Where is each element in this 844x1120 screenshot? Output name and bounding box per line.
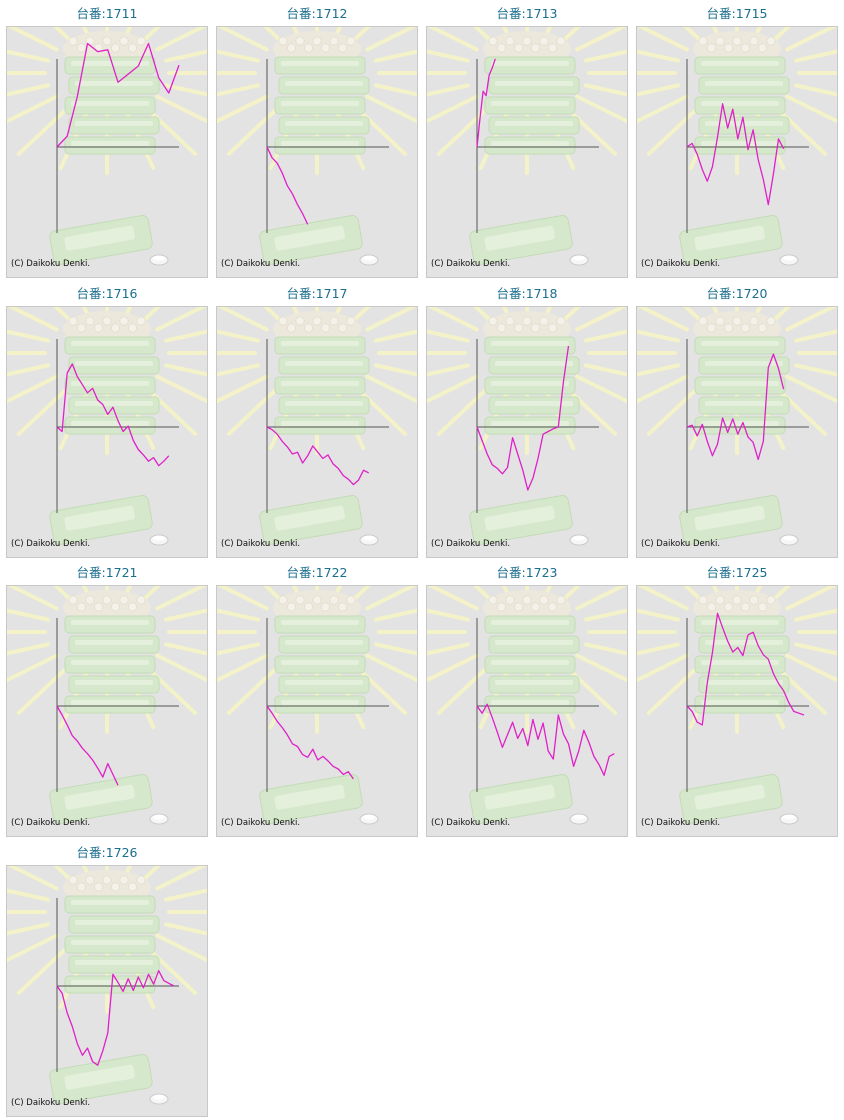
copyright-text: (C) Daikoku Denki. xyxy=(11,539,91,549)
background-illustration xyxy=(217,27,417,266)
machine-card: 台番:1721 (C) Daikoku Denki. xyxy=(2,563,212,837)
machine-number-label[interactable]: 台番:1723 xyxy=(496,565,558,580)
machine-card: 台番:1713 (C) Daikoku Denki. xyxy=(422,4,632,278)
background-illustration xyxy=(217,586,417,825)
machine-card: 台番:1725 (C) Daikoku Denki. xyxy=(632,563,842,837)
machine-number-label[interactable]: 台番:1717 xyxy=(286,286,348,301)
copyright-text: (C) Daikoku Denki. xyxy=(431,259,511,269)
copyright-text: (C) Daikoku Denki. xyxy=(641,818,721,828)
machine-card: 台番:1720 (C) Daikoku Denki. xyxy=(632,284,842,558)
payout-series-line xyxy=(266,705,354,780)
copyright-text: (C) Daikoku Denki. xyxy=(641,259,721,269)
payout-series-line xyxy=(686,103,785,206)
graph-panel: (C) Daikoku Denki. xyxy=(6,306,208,558)
graph-panel: (C) Daikoku Denki. xyxy=(216,26,418,278)
graph-panel: (C) Daikoku Denki. xyxy=(6,26,208,278)
slump-graph xyxy=(637,27,837,266)
machine-number-label[interactable]: 台番:1725 xyxy=(706,565,768,580)
copyright-text: (C) Daikoku Denki. xyxy=(431,818,511,828)
slump-graph xyxy=(427,586,627,825)
background-illustration xyxy=(7,307,207,546)
payout-series-line xyxy=(56,970,175,1066)
machine-number-label[interactable]: 台番:1711 xyxy=(76,6,138,21)
payout-series-line xyxy=(56,42,180,148)
machine-number-label[interactable]: 台番:1712 xyxy=(286,6,348,21)
copyright-text: (C) Daikoku Denki. xyxy=(221,818,301,828)
payout-series-line xyxy=(266,426,370,486)
background-illustration xyxy=(637,586,837,825)
background-illustration xyxy=(7,586,207,825)
machine-card: 台番:1726 (C) Daikoku Denki. xyxy=(2,843,212,1117)
copyright-text: (C) Daikoku Denki. xyxy=(641,539,721,549)
machine-number-label[interactable]: 台番:1720 xyxy=(706,286,768,301)
slump-graph xyxy=(637,586,837,825)
machine-card: 台番:1717 (C) Daikoku Denki. xyxy=(212,284,422,558)
machine-number-label[interactable]: 台番:1716 xyxy=(76,286,138,301)
payout-series-line xyxy=(476,703,615,776)
payout-series-line xyxy=(56,363,170,467)
copyright-text: (C) Daikoku Denki. xyxy=(221,259,301,269)
background-illustration xyxy=(7,27,207,266)
graph-panel: (C) Daikoku Denki. xyxy=(216,306,418,558)
machine-card: 台番:1723 (C) Daikoku Denki. xyxy=(422,563,632,837)
slump-graph xyxy=(7,586,207,825)
machine-card: 台番:1712 (C) Daikoku Denki. xyxy=(212,4,422,278)
copyright-text: (C) Daikoku Denki. xyxy=(221,539,301,549)
machine-card: 台番:1722 (C) Daikoku Denki. xyxy=(212,563,422,837)
machine-card: 台番:1718 (C) Daikoku Denki. xyxy=(422,284,632,558)
slump-graph xyxy=(217,586,417,825)
slump-graph xyxy=(427,307,627,546)
graph-panel: (C) Daikoku Denki. xyxy=(6,585,208,837)
background-illustration xyxy=(427,27,627,266)
background-illustration xyxy=(427,586,627,825)
payout-series-line xyxy=(686,353,785,461)
background-illustration xyxy=(637,27,837,266)
copyright-text: (C) Daikoku Denki. xyxy=(11,1098,91,1108)
machine-number-label[interactable]: 台番:1718 xyxy=(496,286,558,301)
payout-series-line xyxy=(266,146,309,225)
slump-graph xyxy=(7,866,207,1105)
machine-number-label[interactable]: 台番:1721 xyxy=(76,565,138,580)
payout-series-line xyxy=(476,58,496,148)
graph-panel: (C) Daikoku Denki. xyxy=(636,585,838,837)
machine-number-label[interactable]: 台番:1713 xyxy=(496,6,558,21)
graph-panel: (C) Daikoku Denki. xyxy=(216,585,418,837)
graph-panel: (C) Daikoku Denki. xyxy=(636,306,838,558)
payout-series-line xyxy=(56,705,119,786)
copyright-text: (C) Daikoku Denki. xyxy=(11,259,91,269)
graph-panel: (C) Daikoku Denki. xyxy=(6,865,208,1117)
machine-number-label[interactable]: 台番:1722 xyxy=(286,565,348,580)
background-illustration xyxy=(217,307,417,546)
background-illustration xyxy=(7,866,207,1105)
slump-graph xyxy=(217,307,417,546)
slump-graph xyxy=(7,307,207,546)
machine-number-label[interactable]: 台番:1715 xyxy=(706,6,768,21)
graph-panel: (C) Daikoku Denki. xyxy=(426,26,628,278)
machine-card: 台番:1711 (C) Daikoku Denki. xyxy=(2,4,212,278)
background-illustration xyxy=(427,307,627,546)
machine-number-label[interactable]: 台番:1726 xyxy=(76,845,138,860)
copyright-text: (C) Daikoku Denki. xyxy=(431,539,511,549)
machine-card: 台番:1716 (C) Daikoku Denki. xyxy=(2,284,212,558)
payout-series-line xyxy=(476,345,570,491)
slump-graph xyxy=(427,27,627,266)
graph-panel: (C) Daikoku Denki. xyxy=(426,585,628,837)
slump-graph xyxy=(7,27,207,266)
machine-card: 台番:1715 (C) Daikoku Denki. xyxy=(632,4,842,278)
payout-series-line xyxy=(686,612,805,726)
copyright-text: (C) Daikoku Denki. xyxy=(11,818,91,828)
slump-graph xyxy=(217,27,417,266)
graph-panel: (C) Daikoku Denki. xyxy=(426,306,628,558)
graph-panel: (C) Daikoku Denki. xyxy=(636,26,838,278)
slump-graph xyxy=(637,307,837,546)
background-illustration xyxy=(637,307,837,546)
